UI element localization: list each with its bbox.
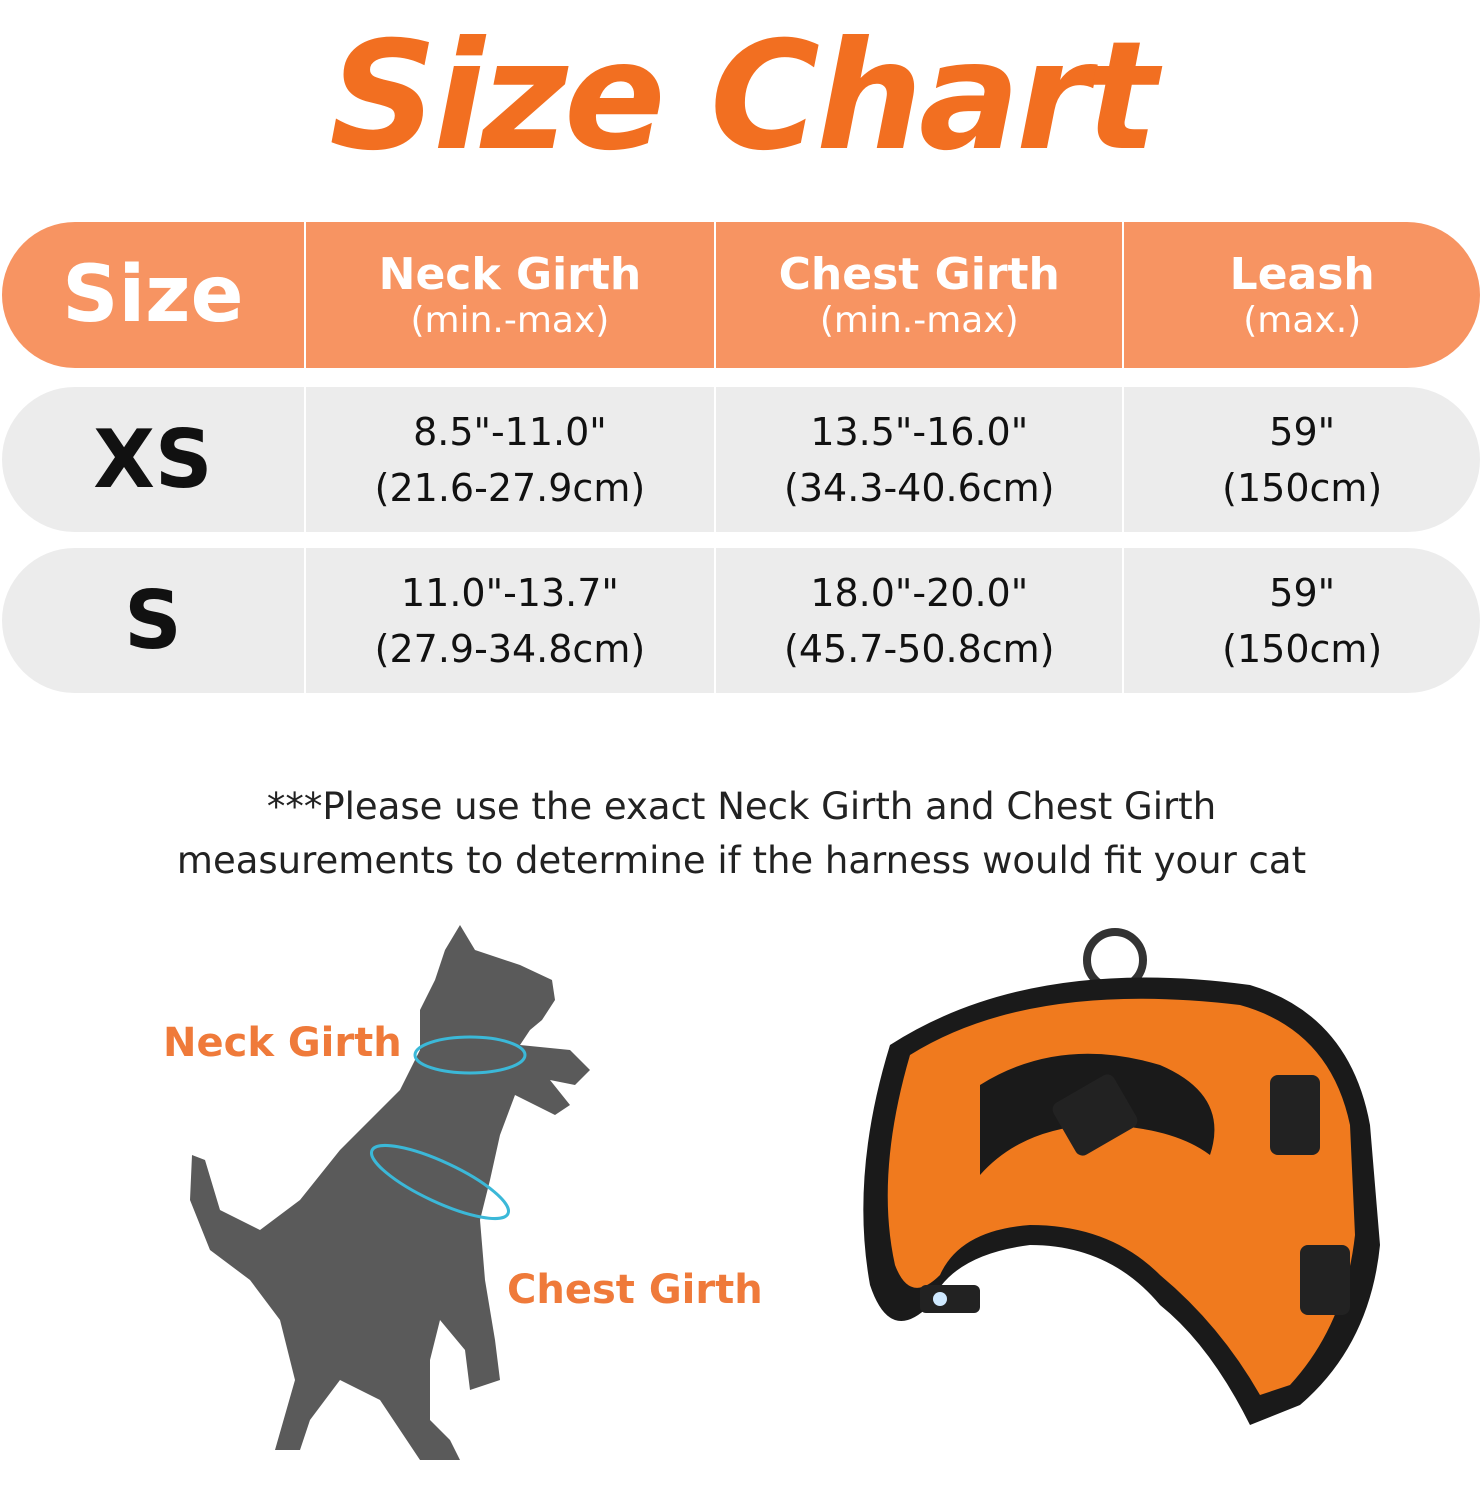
header-neck-label: Neck Girth [378, 249, 642, 300]
leash-cm: (150cm) [1222, 465, 1383, 510]
neck-girth-label: Neck Girth [163, 1020, 402, 1066]
header-leash-sub: (max.) [1243, 300, 1362, 341]
fit-note: ***Please use the exact Neck Girth and C… [0, 780, 1483, 888]
leash-cm: (150cm) [1222, 626, 1383, 671]
table-row: S 11.0"-13.7" (27.9-34.8cm) 18.0"-20.0" (4… [2, 548, 1480, 693]
neck-measure-ring [413, 1035, 527, 1075]
header-size-label: Size [62, 250, 244, 340]
header-neck: Neck Girth (min.-max) [303, 222, 714, 368]
neck-inch: 8.5"-11.0" [413, 409, 607, 454]
header-chest: Chest Girth (min.-max) [714, 222, 1122, 368]
chest-girth-label: Chest Girth [507, 1267, 763, 1313]
leash-inch: 59" [1269, 409, 1336, 454]
table-row: XS 8.5"-11.0" (21.6-27.9cm) 13.5"-16.0" (3… [2, 387, 1480, 532]
cat-illustration [190, 925, 590, 1460]
header-neck-sub: (min.-max) [410, 300, 610, 341]
table-header: Size Neck Girth (min.-max) Chest Girth (mi… [2, 222, 1480, 368]
size-cell: S [124, 574, 182, 667]
note-line-2: measurements to determine if the harness… [176, 839, 1307, 882]
header-leash: Leash (max.) [1122, 222, 1480, 368]
note-line-1: ***Please use the exact Neck Girth and C… [266, 785, 1217, 828]
header-chest-sub: (min.-max) [819, 300, 1019, 341]
page-title: Size Chart [329, 10, 1157, 184]
leash-inch: 59" [1269, 570, 1336, 615]
chest-cm: (34.3-40.6cm) [784, 465, 1055, 510]
neck-cm: (21.6-27.9cm) [374, 465, 646, 510]
chest-measure-ring [370, 1143, 510, 1221]
size-cell: XS [93, 413, 213, 506]
chest-inch: 18.0"-20.0" [810, 570, 1029, 615]
header-size: Size [2, 222, 304, 368]
header-leash-label: Leash [1229, 249, 1375, 300]
neck-inch: 11.0"-13.7" [400, 570, 619, 615]
neck-cm: (27.9-34.8cm) [374, 626, 646, 671]
harness-image [863, 928, 1380, 1425]
header-chest-label: Chest Girth [778, 249, 1060, 300]
chest-inch: 13.5"-16.0" [810, 409, 1029, 454]
chest-cm: (45.7-50.8cm) [784, 626, 1055, 671]
